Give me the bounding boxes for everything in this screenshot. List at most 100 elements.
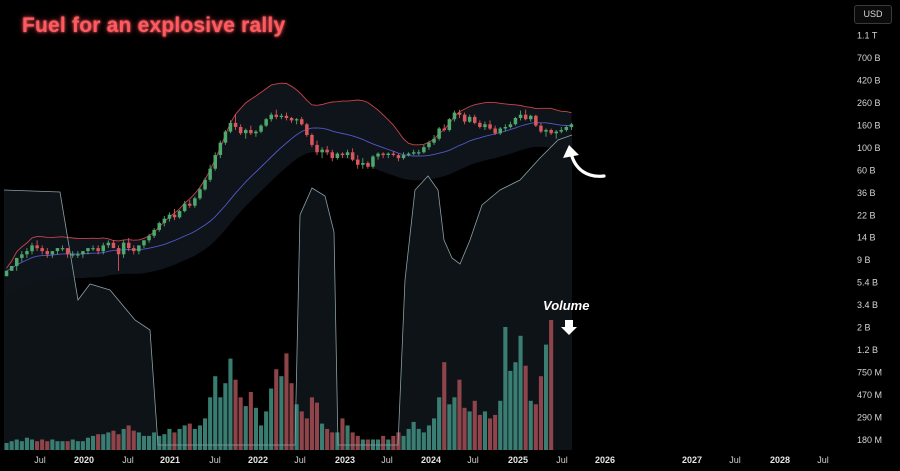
volume-bar [426, 425, 431, 450]
candle [15, 257, 19, 271]
volume-bar [208, 397, 213, 450]
candle-body [284, 115, 289, 118]
candle-body [96, 248, 100, 252]
volume-bar [45, 441, 50, 450]
candle-body [554, 131, 558, 134]
candle-body [432, 138, 436, 143]
candle [228, 120, 233, 134]
volume-bar [274, 369, 279, 450]
volume-annotation-label: Volume [543, 298, 590, 313]
candle-body [305, 124, 309, 135]
candle [386, 152, 390, 159]
volume-bar [391, 435, 396, 450]
candle-body [488, 124, 492, 129]
candle-body [193, 198, 197, 206]
candle [422, 144, 426, 154]
upper-band-line [6, 82, 572, 269]
candle [478, 120, 482, 129]
candle-body [40, 248, 44, 252]
candle-body [406, 153, 411, 155]
candle [279, 113, 284, 120]
candle-body [350, 152, 355, 160]
curved-arrow-head-icon [563, 145, 579, 158]
candle [20, 251, 24, 262]
candle [320, 147, 324, 159]
candle-body [259, 125, 263, 132]
volume-bar [213, 376, 218, 450]
candle [132, 245, 136, 255]
volume-bar [96, 434, 101, 450]
candle [381, 152, 385, 159]
candle-body [238, 127, 243, 134]
time-axis-label: 2022 [248, 455, 268, 465]
candle-body [412, 152, 416, 154]
volume-bar [223, 383, 228, 450]
candle [30, 242, 34, 255]
candle [539, 122, 543, 134]
candle-body [442, 128, 446, 130]
candle [371, 155, 375, 169]
candle-body [81, 251, 85, 255]
time-axis-label: Jul [294, 455, 306, 465]
currency-button[interactable]: USD [854, 5, 892, 24]
candle [523, 109, 528, 121]
candle-body [508, 124, 513, 128]
volume-bar [477, 414, 482, 450]
candle [157, 221, 161, 232]
volume-bar [325, 428, 330, 450]
volume-bar [406, 428, 411, 450]
candle-body [569, 124, 574, 128]
candle-body [25, 251, 29, 255]
candle [142, 240, 146, 249]
candle [361, 158, 365, 169]
volume-bar [14, 439, 19, 450]
candle [188, 200, 192, 208]
volume-bar [457, 379, 462, 450]
volume-bar [136, 432, 141, 450]
candle-body [356, 159, 360, 165]
time-axis-label: Jul [34, 455, 46, 465]
volume-bar [330, 432, 335, 450]
candle [437, 127, 441, 141]
candle-body [503, 127, 508, 129]
candle [137, 245, 141, 255]
candle-body [447, 119, 452, 130]
candle [172, 208, 177, 221]
down-arrow-icon [561, 320, 577, 335]
volume-bar [259, 425, 264, 450]
oscillator-fill [4, 135, 572, 450]
candle [213, 152, 217, 171]
volume-bar [482, 411, 487, 450]
candle-body [50, 251, 55, 255]
volume-bar [401, 435, 406, 450]
candle [152, 228, 156, 238]
candle-body [467, 116, 472, 122]
candle-body [142, 240, 146, 246]
candle [406, 152, 411, 157]
candle-body [182, 203, 187, 212]
candle-body [9, 266, 14, 271]
candle [218, 140, 223, 159]
candle [356, 155, 360, 169]
candle [335, 152, 340, 160]
price-axis-label: 14 B [857, 233, 876, 243]
candle [147, 233, 151, 243]
candle-body [544, 130, 548, 132]
candle-body [233, 122, 238, 127]
volume-bar [106, 432, 111, 450]
candle-body [106, 242, 111, 246]
volume-bar [238, 397, 243, 450]
candle-body [121, 242, 126, 255]
candle-body [188, 203, 192, 206]
candle-body [91, 248, 95, 250]
candle [254, 130, 258, 137]
candle [40, 245, 44, 255]
price-axis-label: 36 B [857, 188, 876, 198]
candle-body [391, 153, 396, 155]
time-axis[interactable]: Jul 2020 Jul 2021 Jul 2022 Jul 2023 Jul 2024 Jul 20… [34, 455, 829, 465]
candle-body [264, 119, 268, 126]
candle [4, 270, 9, 277]
volume-bar [192, 428, 197, 450]
